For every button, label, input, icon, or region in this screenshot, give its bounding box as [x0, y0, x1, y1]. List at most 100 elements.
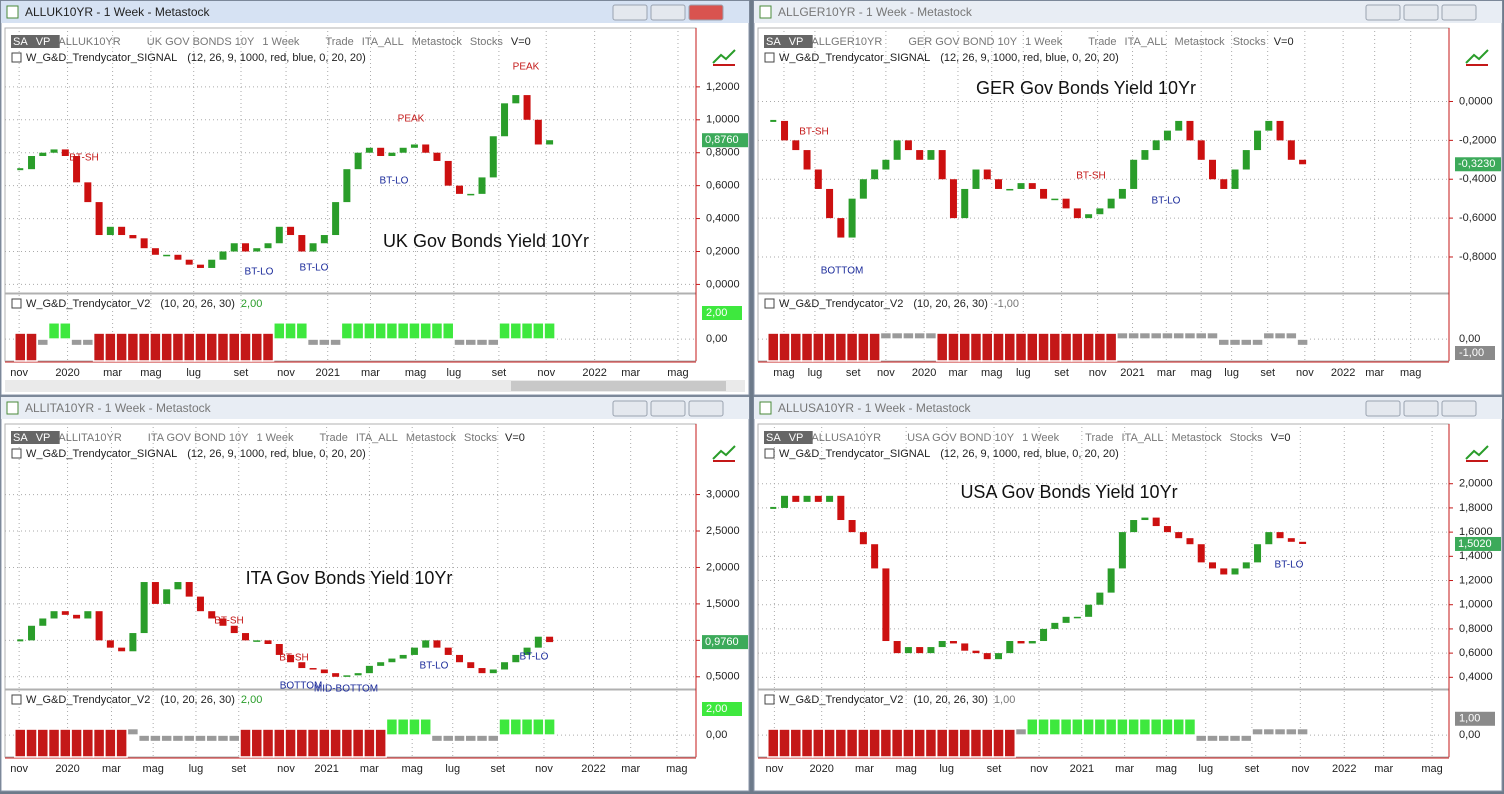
y-tick-label: 2,0000 [706, 561, 740, 573]
indicator-bar [1240, 734, 1253, 743]
x-tick-label: mar [102, 763, 121, 775]
candle [1118, 532, 1126, 569]
restore-button[interactable] [612, 4, 648, 21]
checkbox[interactable] [11, 448, 22, 459]
toolbar-button-label[interactable]: SA [13, 36, 28, 48]
candle [489, 136, 497, 178]
candle [399, 147, 407, 153]
minimize-button[interactable] [1403, 400, 1439, 417]
last-price-label: 0,8760 [705, 134, 739, 146]
close-button[interactable] [688, 400, 724, 417]
candle [1265, 532, 1273, 545]
toolbar-item: ALLITA10YR [58, 432, 121, 444]
indicator-bar [1285, 727, 1298, 736]
scrollbar-thumb[interactable] [511, 381, 726, 391]
indicator-bar [1003, 728, 1017, 758]
candle [343, 675, 351, 677]
indicator-value-box [1455, 346, 1495, 360]
chart-icon[interactable] [1465, 49, 1489, 64]
toolbar-button[interactable] [11, 35, 37, 48]
x-tick-label: set [1054, 367, 1069, 379]
checkbox[interactable] [764, 52, 775, 63]
indicator-bar [1037, 332, 1050, 362]
checkbox[interactable] [11, 52, 22, 63]
indicator-bar [509, 322, 523, 340]
toolbar-button[interactable] [764, 431, 790, 444]
annotation: BT-LO [300, 263, 329, 274]
x-tick-label: set [987, 763, 1002, 775]
checkbox[interactable] [11, 694, 22, 705]
candle [949, 179, 957, 219]
candle [792, 140, 800, 151]
indicator-bar [1217, 338, 1231, 347]
checkbox[interactable] [764, 694, 775, 705]
indicator-bar [171, 734, 185, 743]
indicator-bar [845, 332, 859, 362]
indicator-bar [1285, 331, 1298, 340]
chart-title: ITA Gov Bonds Yield 10Yr [246, 568, 453, 588]
candle [287, 654, 295, 663]
candle [927, 150, 935, 160]
x-tick-label: mag [140, 367, 161, 379]
restore-button[interactable] [612, 400, 648, 417]
checkbox[interactable] [764, 298, 775, 309]
x-tick-label: lug [1224, 367, 1239, 379]
indicator-bar [1251, 338, 1264, 347]
minimize-button[interactable] [1403, 4, 1439, 21]
indicator-bar [812, 332, 825, 362]
indicator-bar [1228, 338, 1242, 347]
close-button[interactable] [1441, 400, 1477, 417]
minimize-button[interactable] [650, 4, 686, 21]
toolbar-button-label[interactable]: VP [36, 36, 51, 48]
toolbar-button-label[interactable]: SA [766, 36, 781, 48]
candle [264, 640, 272, 644]
signal-name: W_G&D_Trendycator_SIGNAL [779, 52, 930, 64]
toolbar-button-label[interactable]: SA [766, 432, 781, 444]
toolbar-button[interactable] [786, 35, 813, 48]
indicator-bar [532, 718, 545, 736]
candle [972, 650, 980, 654]
indicator-bar [1093, 718, 1107, 736]
indicator-bar [520, 322, 534, 340]
indicator-bar [857, 332, 870, 362]
candle [1107, 568, 1115, 593]
toolbar-button[interactable] [11, 431, 37, 444]
candle [365, 147, 373, 153]
indicator-value-box [1455, 711, 1495, 726]
indicator-bar [475, 338, 489, 347]
candle [309, 668, 317, 670]
indicator-bar [408, 718, 421, 736]
toolbar-button-label[interactable]: VP [789, 432, 804, 444]
indicator-bar [239, 332, 252, 362]
candle [1163, 130, 1171, 141]
toolbar-button[interactable] [33, 35, 60, 48]
indicator-bar [329, 728, 342, 758]
toolbar-button-label[interactable]: SA [13, 432, 28, 444]
toolbar-button[interactable] [786, 431, 813, 444]
toolbar-button-label[interactable]: VP [36, 432, 51, 444]
toolbar-item: Metastock [1172, 432, 1223, 444]
chart-icon[interactable] [1465, 445, 1489, 460]
restore-button[interactable] [1365, 4, 1401, 21]
indicator-bar [868, 332, 881, 362]
restore-button[interactable] [1365, 400, 1401, 417]
indicator-value-box [702, 702, 742, 716]
chart-icon[interactable] [712, 49, 736, 64]
checkbox[interactable] [11, 298, 22, 309]
close-button[interactable] [688, 4, 724, 21]
candle [949, 641, 957, 644]
x-tick-label: lug [447, 367, 462, 379]
close-button[interactable] [1441, 4, 1477, 21]
checkbox[interactable] [764, 448, 775, 459]
minimize-button[interactable] [650, 400, 686, 417]
toolbar-item: Trade [320, 432, 348, 444]
toolbar-button[interactable] [33, 431, 60, 444]
indicator-value: 1,00 [994, 694, 1015, 706]
chart-icon[interactable] [712, 445, 736, 460]
toolbar-button[interactable] [764, 35, 790, 48]
candle [73, 614, 81, 619]
indicator-bar [47, 322, 61, 340]
toolbar-button-label[interactable]: VP [789, 36, 804, 48]
indicator-name: W_G&D_Trendycator_V2 [26, 298, 150, 310]
